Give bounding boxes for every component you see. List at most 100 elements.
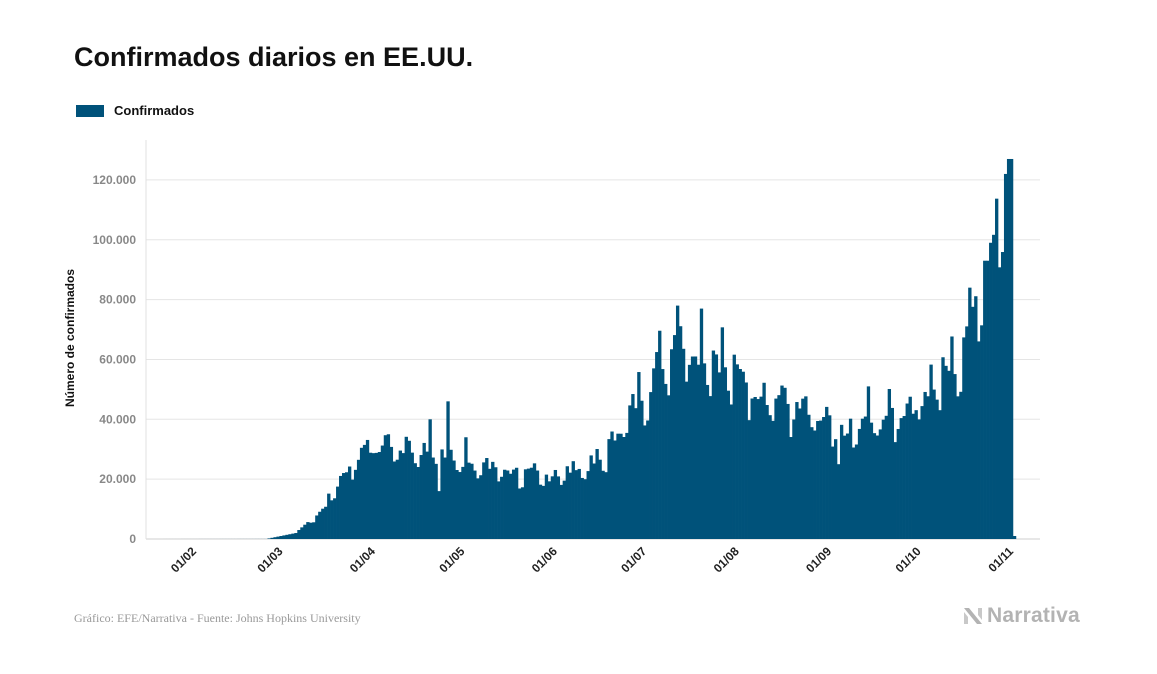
bar <box>726 390 730 539</box>
bar <box>953 374 957 539</box>
bar <box>529 467 534 539</box>
bar <box>324 506 328 539</box>
bar <box>774 398 778 539</box>
bar <box>983 260 987 539</box>
bar <box>476 478 480 539</box>
x-tick-label: 01/06 <box>529 544 560 575</box>
bar <box>422 442 426 539</box>
bar <box>285 534 289 539</box>
bar <box>273 537 277 539</box>
bar <box>866 386 871 539</box>
bar <box>464 437 468 539</box>
bar <box>491 461 495 539</box>
bar <box>723 367 728 539</box>
y-tick-label: 100.000 <box>93 233 137 247</box>
bar <box>350 479 355 539</box>
bar <box>488 468 492 539</box>
bar <box>303 524 307 539</box>
bar <box>974 296 978 539</box>
x-tick-label: 01/11 <box>985 544 1016 575</box>
bar <box>336 486 340 539</box>
bar <box>881 419 886 539</box>
bar <box>678 326 683 539</box>
bar <box>869 422 874 539</box>
bar <box>604 472 608 539</box>
bar <box>339 475 343 539</box>
bar <box>571 461 575 539</box>
bar <box>720 327 725 539</box>
bar <box>661 369 665 539</box>
bar <box>306 522 310 539</box>
bar <box>526 468 531 539</box>
bar <box>845 433 850 539</box>
bar <box>732 354 736 539</box>
bar <box>956 396 960 539</box>
bar <box>437 491 441 539</box>
bar <box>780 385 784 539</box>
bar <box>986 260 990 539</box>
bar <box>828 415 832 539</box>
daily-confirmed-bar-chart: 020.00040.00060.00080.000100.000120.000 … <box>63 140 1040 575</box>
bar <box>580 477 584 539</box>
bar <box>783 387 787 539</box>
bar <box>449 449 453 539</box>
bar <box>452 460 456 539</box>
bar <box>610 431 614 539</box>
bar <box>356 459 361 539</box>
bar <box>628 405 632 539</box>
bar <box>565 466 569 539</box>
bar <box>944 365 948 539</box>
bar <box>690 356 695 539</box>
bar <box>890 407 894 539</box>
bar <box>553 469 558 539</box>
gridlines <box>145 140 1040 540</box>
bar <box>684 381 689 539</box>
bar <box>616 433 620 539</box>
bar <box>938 410 942 539</box>
bar <box>1009 158 1014 540</box>
bar <box>538 484 543 539</box>
bar <box>857 428 862 539</box>
bar <box>646 420 650 539</box>
bar <box>595 449 599 539</box>
bar <box>902 416 906 539</box>
bar <box>371 453 376 539</box>
bar <box>822 417 826 539</box>
bar <box>520 487 525 539</box>
bar <box>804 396 808 539</box>
bar <box>905 403 909 539</box>
bar <box>407 440 411 539</box>
bar <box>965 326 969 539</box>
bar <box>300 527 304 539</box>
bar <box>374 452 379 539</box>
bar <box>920 406 924 539</box>
bar <box>413 463 417 539</box>
bar <box>738 369 742 539</box>
bar <box>989 242 993 539</box>
bar <box>267 538 271 539</box>
bar <box>977 341 981 539</box>
bar <box>428 419 432 539</box>
bar <box>729 404 733 539</box>
bar <box>607 439 611 539</box>
bar <box>1006 158 1011 540</box>
bar <box>544 474 549 539</box>
bar <box>816 421 820 539</box>
bar <box>1000 252 1005 539</box>
bar <box>705 384 710 539</box>
bar <box>884 415 889 539</box>
bar <box>577 468 581 539</box>
bar <box>458 472 462 539</box>
bar <box>625 432 629 539</box>
bar <box>643 425 647 539</box>
bar <box>872 433 877 539</box>
legend-swatch <box>76 104 104 117</box>
bar <box>383 435 388 539</box>
bar <box>851 447 856 539</box>
bar <box>559 484 564 539</box>
bar <box>756 399 760 539</box>
bar <box>517 488 522 539</box>
bar <box>401 453 405 539</box>
bar <box>511 469 516 539</box>
bar <box>792 419 796 539</box>
